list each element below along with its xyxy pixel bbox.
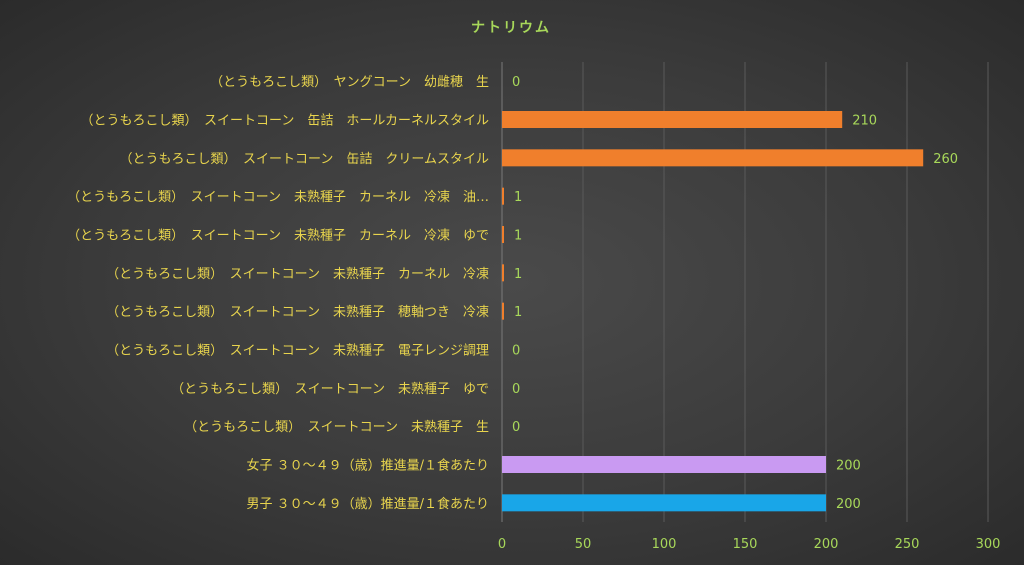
data-label: 1 (514, 267, 522, 282)
bars (502, 111, 924, 512)
category-label: （とうもろこし類） スイートコーン 未熟種子 穂軸つき 冷凍 (106, 304, 489, 320)
x-tick-label: 100 (652, 537, 677, 552)
x-tick-labels: 0 50 100 150 200 250 300 (498, 537, 1001, 552)
data-label: 1 (514, 190, 522, 205)
category-label: （とうもろこし類） スイートコーン 缶詰 ホールカーネルスタイル (81, 113, 489, 129)
x-tick-label: 250 (895, 537, 920, 552)
category-label: （とうもろこし類） スイートコーン 未熟種子 ゆで (171, 381, 489, 397)
category-label: （とうもろこし類） スイートコーン 缶詰 クリームスタイル (120, 151, 489, 167)
data-labels: 0 210 260 1 1 1 1 0 0 0 200 200 (512, 75, 958, 512)
data-label: 200 (836, 497, 861, 512)
bar (502, 456, 826, 473)
x-tick-label: 300 (976, 537, 1001, 552)
chart-title: ナトリウム (471, 20, 551, 36)
x-tick-label: 200 (814, 537, 839, 552)
category-label: 男子 ３０～４９（歳）推進量/１食あたり (246, 496, 489, 512)
category-label: （とうもろこし類） スイートコーン 未熟種子 カーネル 冷凍 (106, 266, 489, 282)
category-label: （とうもろこし類） スイートコーン 未熟種子 生 (184, 419, 489, 435)
category-label: （とうもろこし類） スイートコーン 未熟種子 電子レンジ調理 (106, 343, 489, 359)
gridlines (501, 62, 989, 522)
category-labels: （とうもろこし類） ヤングコーン 幼雌穂 生 （とうもろこし類） スイートコーン … (67, 74, 489, 512)
category-label: 女子 ３０～４９（歳）推進量/１食あたり (246, 458, 489, 474)
data-label: 260 (933, 152, 958, 167)
bar (502, 302, 504, 320)
data-label: 200 (836, 459, 861, 474)
x-tick-label: 150 (733, 537, 758, 552)
bar (502, 111, 843, 128)
data-label: 1 (514, 229, 522, 244)
bar (502, 226, 504, 243)
category-label: （とうもろこし類） スイートコーン 未熟種子 カーネル 冷凍 油… (67, 189, 489, 205)
category-label: （とうもろこし類） ヤングコーン 幼雌穂 生 (210, 74, 489, 90)
data-label: 0 (512, 382, 520, 397)
bar (502, 264, 504, 282)
x-tick-label: 50 (575, 537, 592, 552)
data-label: 210 (852, 114, 877, 129)
bar (502, 149, 924, 167)
bar (502, 187, 504, 205)
x-tick-label: 0 (498, 537, 506, 552)
data-label: 1 (514, 305, 522, 320)
data-label: 0 (512, 344, 520, 359)
data-label: 0 (512, 75, 520, 90)
category-label: （とうもろこし類） スイートコーン 未熟種子 カーネル 冷凍 ゆで (67, 228, 489, 244)
data-label: 0 (512, 420, 520, 435)
bar (502, 494, 826, 512)
